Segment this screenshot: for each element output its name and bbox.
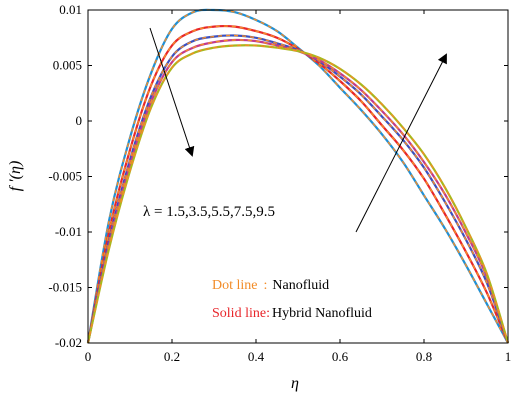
series-dotline-2 [87,25,509,344]
y-tick-label: 0 [76,113,83,128]
series-lines [86,8,510,344]
legend-dot-value: Nanofluid [272,278,329,293]
series-dotline-3 [87,34,509,344]
increase-arrow [355,53,447,233]
axis-ticks: 0 0.2 0.4 0.6 0.8 1 -0.02 -0.015 -0.01 -0.005 0 0.0… [48,2,511,364]
series-dotline-5 [87,44,509,344]
legend-solid-key: Solid line [212,306,266,321]
y-tick-label: 0.01 [59,2,82,17]
decrease-arrow [149,27,195,157]
x-tick-label: 0.6 [332,349,349,364]
y-tick-label: 0.005 [53,58,82,73]
legend-dot-sep: : [264,278,268,293]
x-tick-label: 0.4 [248,349,265,364]
line-style-legend: Dot line: Nanofluid Solid line: Hybrid Nan… [212,278,372,321]
svg-text:Dot line:Nanofluid: Dot line: Nanofluid [212,278,329,293]
y-axis-label: f ′(η) [7,161,24,192]
x-axis-label: η [291,375,299,392]
legend-dot-key: Dot line [212,278,258,293]
x-tick-label: 0.8 [416,349,432,364]
svg-text:Solid line:Hybrid Nanofluid: Solid line: Hybrid Nanofluid [212,306,372,321]
y-tick-label: -0.02 [55,335,82,350]
series-dotline-1 [87,9,509,344]
lambda-annotation: λ = 1.5,3.5,5.5,7.5,9.5 [143,204,275,220]
y-tick-label: -0.01 [55,224,82,239]
x-tick-label: 0 [85,349,92,364]
plot-frame [87,9,509,344]
legend-solid-value: Hybrid Nanofluid [272,306,372,321]
y-tick-label: -0.015 [48,280,82,295]
y-tick-label: -0.005 [48,169,82,184]
x-tick-label: 1 [505,349,512,364]
legend-solid-sep: : [266,306,270,321]
x-tick-label: 0.2 [164,349,180,364]
plot-background [88,10,508,343]
